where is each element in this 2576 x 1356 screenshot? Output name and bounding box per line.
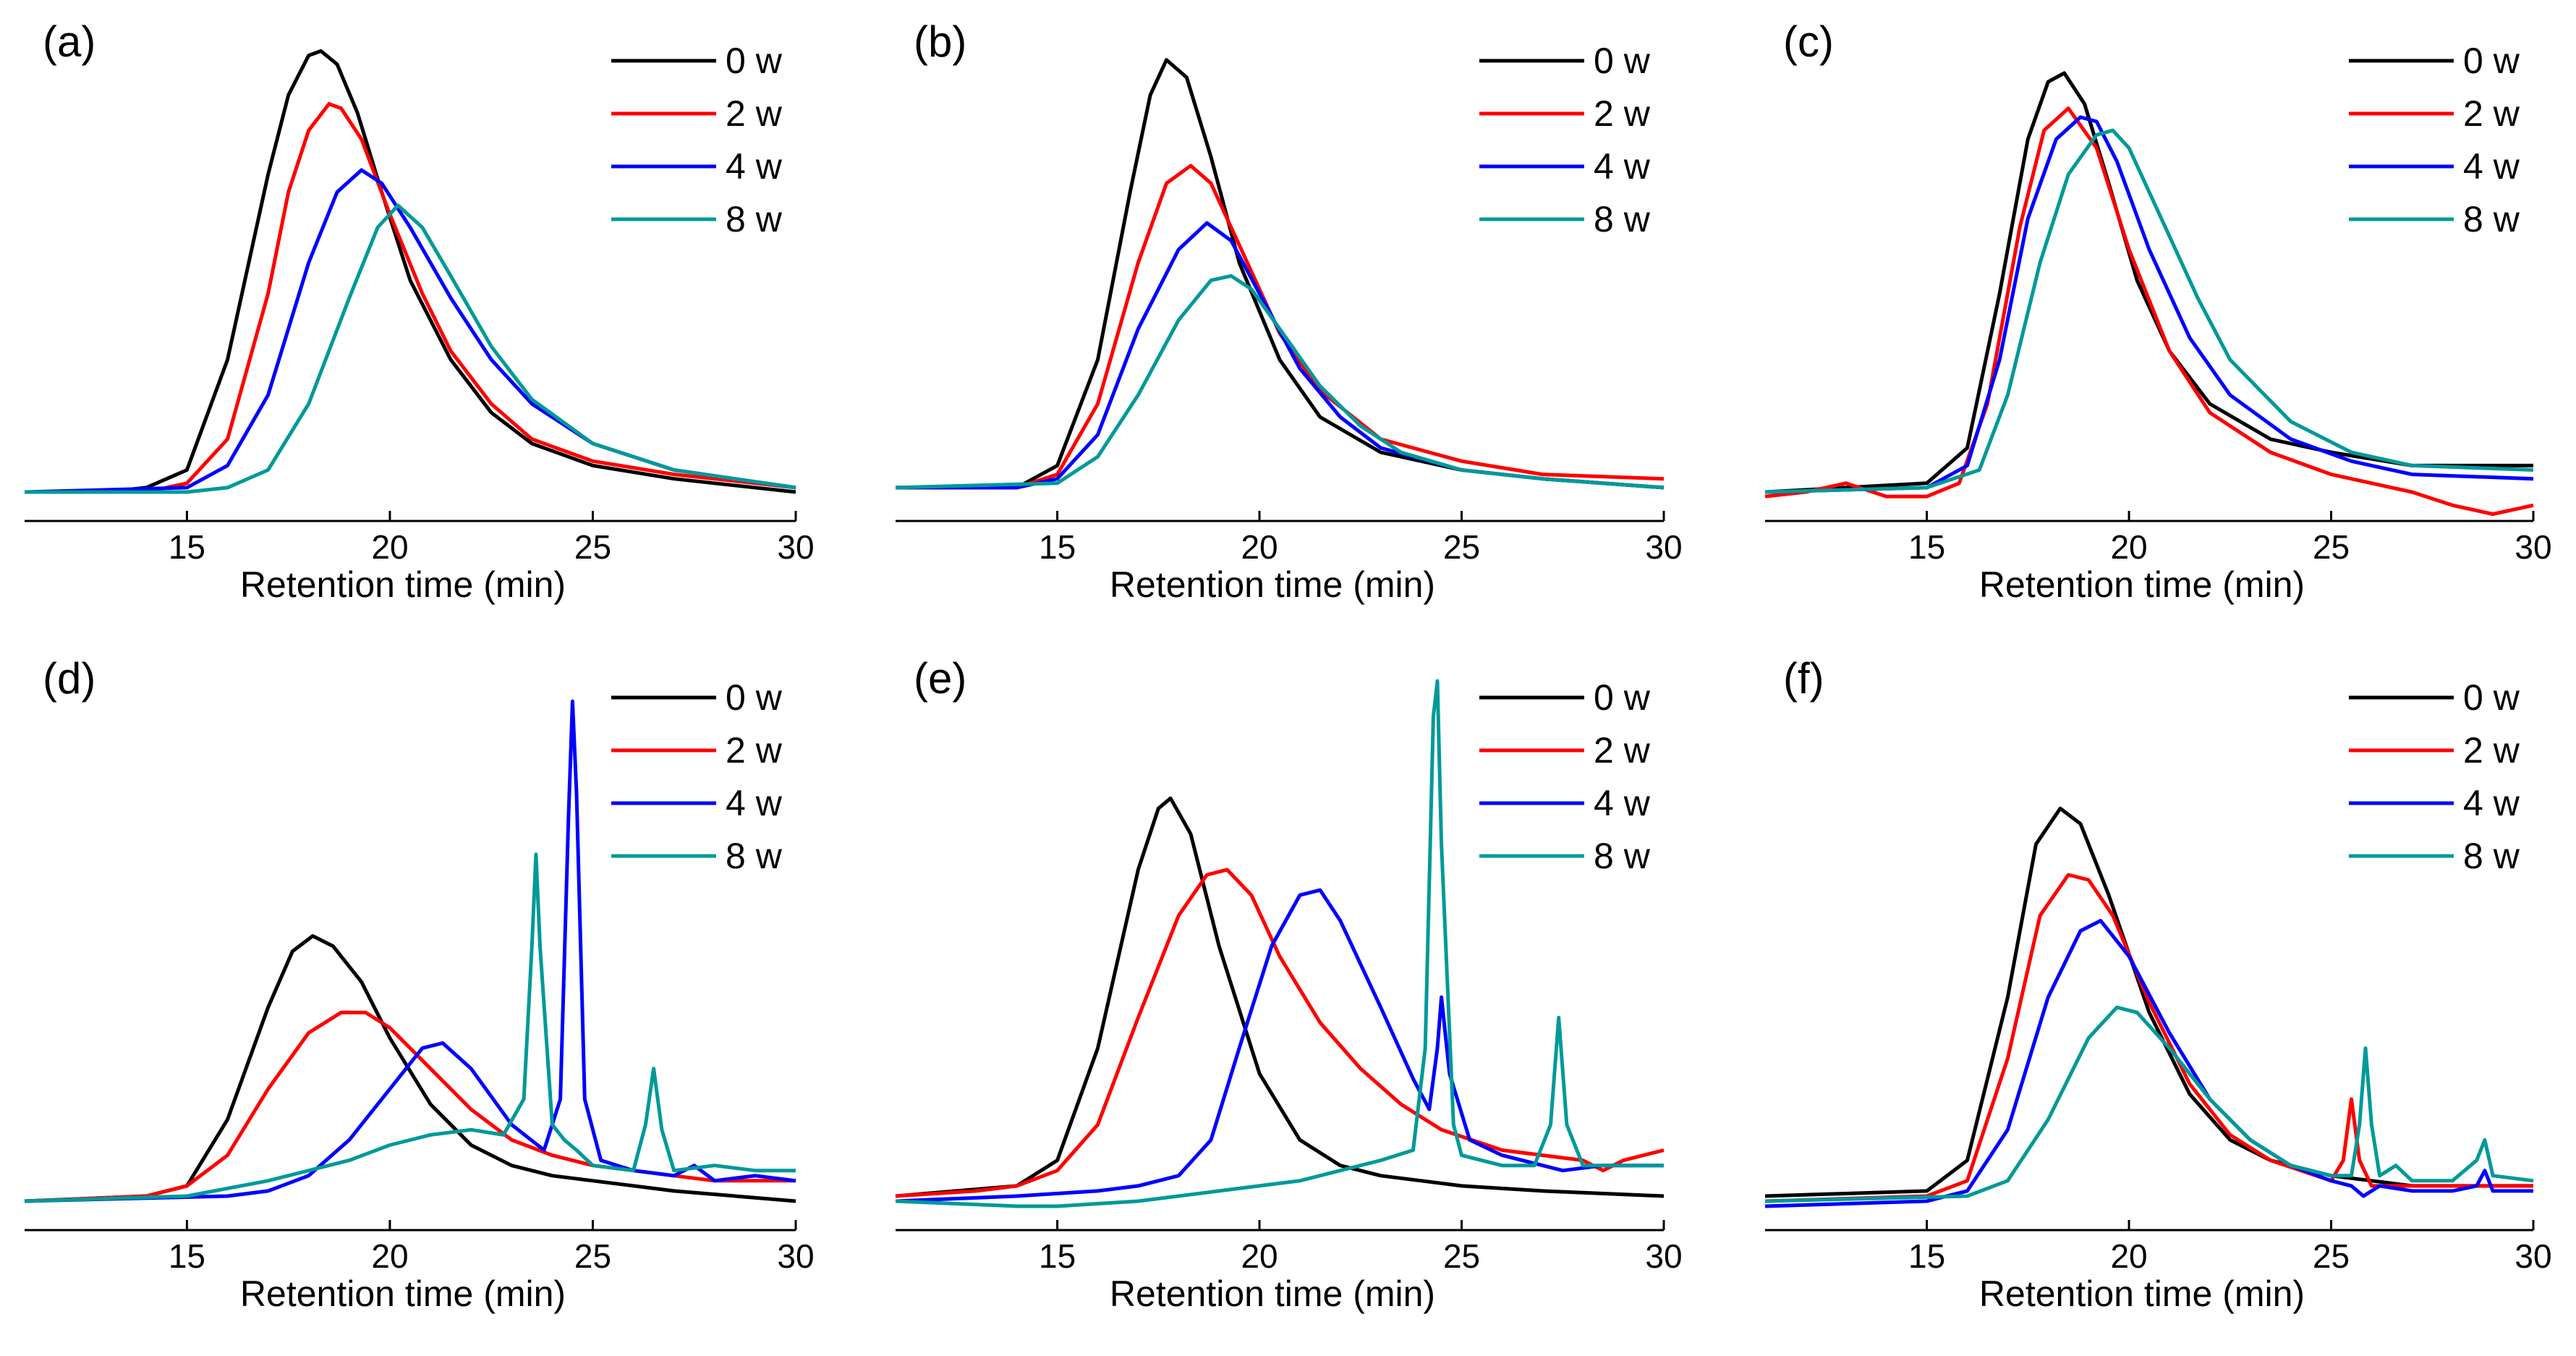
series-line-8w [895,274,1665,490]
legend-label: 0 w [2463,677,2520,718]
legend-label: 8 w [726,836,783,876]
chart-panel-a: 15 20 25 30 Retention time (min) (a) 0 w 2 w 4 w… [24,17,815,605]
panel-label: (d) [43,654,95,703]
legend-label: 8 w [2463,199,2520,240]
series-line-8w [24,852,796,1203]
x-tick-label: 20 [1241,1237,1278,1275]
series-line-8w [25,203,796,494]
x-tick-label: 20 [2110,1237,2147,1275]
series-line-2w [896,164,1665,490]
series-line-8w [1764,128,2534,494]
legend-label: 4 w [1594,783,1651,823]
x-tick-label: 30 [2515,1237,2551,1275]
x-tick-label: 15 [169,1237,205,1275]
x-tick-label: 20 [1241,528,1278,566]
legend-label: 4 w [2463,146,2520,187]
x-axis-title: Retention time (min) [1110,1274,1435,1314]
x-axis-title: Retention time (min) [1979,1274,2305,1314]
series-line-0w [24,934,796,1203]
chart-panel-b: 15 20 25 30 Retention time (min) (b) 0 w 2 w 4 w… [895,17,1683,605]
legend-label: 4 w [726,146,783,187]
x-tick-label: 30 [1645,528,1682,566]
series-line-8w [895,679,1664,1208]
x-tick-label: 30 [1645,1237,1682,1275]
series-line-4w [895,888,1664,1203]
legend-label: 0 w [2463,41,2520,81]
x-axis-title: Retention time (min) [1110,564,1435,605]
x-tick-label: 15 [1039,528,1076,566]
legend-label: 4 w [726,783,783,823]
series-line-4w [1764,115,2534,494]
x-tick-label: 15 [169,528,205,566]
x-tick-label: 20 [2110,528,2147,566]
x-tick-label: 25 [2313,1237,2350,1275]
series-line-0w [895,796,1665,1198]
chart-panel-f: 15 20 25 30 Retention time (min) (f) 0 w 2 w 4 w… [1764,654,2552,1314]
x-tick-label: 20 [371,1237,408,1275]
legend-label: 2 w [726,730,783,771]
panel-label: (f) [1783,654,1824,703]
x-tick-label: 15 [1908,528,1945,566]
series-line-0w [1764,71,2533,494]
legend-label: 0 w [726,41,783,81]
legend-label: 4 w [1594,146,1651,187]
x-tick-label: 30 [777,1237,814,1275]
series-line-8w [1764,1005,2534,1203]
chart-panel-e: 15 20 25 30 Retention time (min) (e) 0 w 2 w 4 w… [895,654,1683,1314]
legend: 0 w 2 w 4 w 8 w [2349,41,2520,240]
x-axis-title: Retention time (min) [240,1274,566,1314]
chart-panel-c: 15 20 25 30 Retention time (min) (c) 0 w 2 w 4 w… [1764,17,2552,605]
series-line-0w [896,58,1665,490]
chart-panel-d: 15 20 25 30 Retention time (min) (d) 0 w 2 w 4 w… [24,654,815,1314]
legend-label: 2 w [2463,730,2520,771]
legend-label: 8 w [1594,836,1651,876]
series-line-4w [1764,918,2533,1208]
series-line-2w [895,868,1665,1198]
legend-label: 8 w [1594,199,1651,240]
legend-label: 0 w [1594,677,1651,718]
legend-label: 4 w [2463,783,2520,823]
x-tick-label: 25 [1443,1237,1480,1275]
x-tick-label: 20 [371,528,408,566]
x-tick-label: 30 [777,528,814,566]
x-tick-label: 25 [574,1237,611,1275]
legend-label: 0 w [726,677,783,718]
legend-label: 2 w [2463,93,2520,134]
legend-label: 0 w [1594,41,1651,81]
x-tick-label: 15 [1908,1237,1945,1275]
series-line-0w [25,49,796,494]
legend-label: 2 w [1594,93,1651,134]
legend-label: 2 w [1594,730,1651,771]
series-line-2w [25,102,796,494]
x-tick-label: 30 [2515,528,2551,566]
x-tick-label: 25 [1443,528,1480,566]
x-tick-label: 15 [1039,1237,1076,1275]
x-axis-title: Retention time (min) [1979,564,2305,605]
x-axis-title: Retention time (min) [240,564,566,605]
panel-label: (c) [1783,17,1834,66]
legend: 0 w 2 w 4 w 8 w [2349,677,2520,876]
x-tick-label: 25 [574,528,611,566]
panel-label: (a) [43,17,95,66]
panel-label: (e) [914,654,966,703]
legend: 0 w 2 w 4 w 8 w [611,677,783,876]
panel-label: (b) [914,17,966,66]
x-tick-label: 25 [2313,528,2350,566]
legend: 0 w 2 w 4 w 8 w [1479,677,1651,876]
legend-label: 8 w [2463,836,2520,876]
series-line-2w [1764,106,2534,516]
legend: 0 w 2 w 4 w 8 w [1479,41,1651,240]
series-line-2w [1764,873,2533,1203]
legend: 0 w 2 w 4 w 8 w [611,41,783,240]
legend-label: 2 w [726,93,783,134]
series-line-4w [24,699,796,1203]
legend-label: 8 w [726,199,783,240]
